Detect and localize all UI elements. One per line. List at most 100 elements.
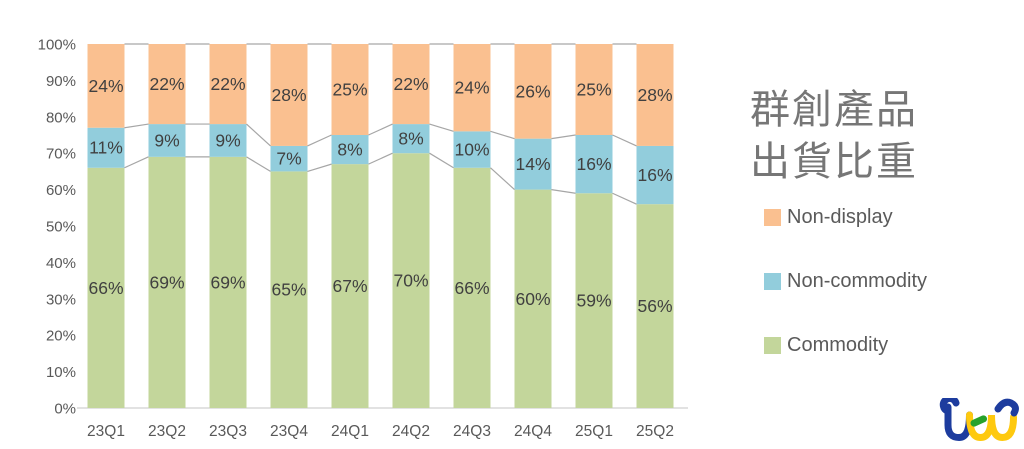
stacked-bar-chart: 0% 10% 20% 30% 40% 50% 60% 70% 80% 90% 100% 23Q1 23Q… [38, 37, 688, 440]
commodity-swatch-icon [764, 337, 781, 354]
series-connector-line [246, 123, 271, 147]
data-label: 14% [515, 154, 550, 174]
chart-legend: Non-display Non-commodity Commodity [764, 206, 927, 398]
data-label: 28% [271, 85, 306, 105]
y-axis-tick-label: 40% [46, 255, 76, 272]
data-label: 70% [393, 271, 428, 291]
data-label: 22% [149, 74, 184, 94]
bar-segment-non-display [514, 44, 552, 139]
y-axis-tick-label: 30% [46, 291, 76, 308]
bar-segment-non-commodity [636, 145, 674, 205]
data-label: 56% [637, 296, 672, 316]
bar-segment-non-commodity [270, 145, 308, 172]
bar-segment-non-display [270, 44, 308, 146]
series-connector-line [612, 134, 637, 147]
bar-segment-commodity [148, 156, 186, 408]
data-label: 69% [149, 272, 184, 292]
data-label: 65% [271, 280, 306, 300]
data-label: 66% [88, 278, 123, 298]
bar-segment-non-display [453, 44, 491, 132]
y-axis-tick-label: 70% [46, 146, 76, 163]
x-axis-category-label: 23Q3 [209, 423, 247, 440]
bar-segment-non-display [331, 44, 369, 135]
x-axis-category-label: 24Q1 [331, 423, 369, 440]
series-connector-line [612, 192, 637, 205]
bar-segment-non-commodity [87, 127, 125, 168]
data-label: 10% [454, 140, 489, 160]
data-label: 24% [88, 76, 123, 96]
series-connector-line [368, 152, 393, 165]
y-axis-tick-label: 0% [54, 401, 76, 418]
data-label: 25% [576, 80, 611, 100]
bar-segment-non-display [575, 44, 613, 135]
y-axis-tick-label: 80% [46, 109, 76, 126]
series-connector-line [490, 167, 515, 191]
bar-segment-non-commodity [392, 124, 430, 154]
data-label: 59% [576, 291, 611, 311]
data-label: 67% [332, 276, 367, 296]
series-connector-line [490, 130, 515, 140]
bar-segment-commodity [331, 164, 369, 408]
data-label: 69% [210, 272, 245, 292]
bar-segment-commodity [453, 167, 491, 408]
bar-segment-commodity [514, 189, 552, 408]
non-display-swatch-icon [764, 209, 781, 226]
bar-segment-commodity [575, 193, 613, 408]
y-axis-tick-label: 20% [46, 328, 76, 345]
x-axis-category-label: 23Q4 [270, 423, 308, 440]
data-label: 7% [276, 149, 301, 169]
bar-segment-commodity [87, 167, 125, 408]
series-connector-line [246, 156, 271, 172]
series-connector-line [307, 134, 332, 147]
bar-segment-commodity [636, 204, 674, 408]
data-label: 9% [215, 130, 240, 150]
legend-label: Commodity [787, 334, 889, 356]
x-axis-category-label: 23Q2 [148, 423, 186, 440]
bar-segment-non-display [209, 44, 247, 125]
x-axis-category-label: 24Q3 [453, 423, 491, 440]
bar-segment-non-commodity [209, 124, 247, 157]
bar-segment-non-commodity [148, 124, 186, 157]
bar-segment-non-display [636, 44, 674, 146]
data-label: 28% [637, 85, 672, 105]
chart-title-line-1: 群創產品 [750, 87, 918, 132]
series-connector-line [307, 163, 332, 172]
x-axis-category-label: 25Q2 [636, 423, 674, 440]
bar-segment-commodity [209, 156, 247, 408]
legend-item-non-commodity: Non-commodity [764, 270, 927, 293]
data-label: 60% [515, 289, 550, 309]
bar-segment-non-commodity [453, 131, 491, 168]
data-label: 26% [515, 81, 550, 101]
data-label: 8% [398, 129, 423, 149]
legend-label: Non-display [787, 206, 893, 228]
tej-logo-icon [939, 398, 1019, 442]
data-label: 16% [576, 154, 611, 174]
chart-title: 群創產品 出貨比重 [750, 84, 970, 188]
data-label: 9% [154, 130, 179, 150]
legend-label: Non-commodity [787, 270, 928, 292]
series-connector-line [551, 134, 576, 140]
bar-segment-non-display [148, 44, 186, 125]
legend-item-non-display: Non-display [764, 206, 927, 229]
x-axis-category-label: 25Q1 [575, 423, 613, 440]
data-label: 25% [332, 80, 367, 100]
chart-title-line-2: 出貨比重 [750, 139, 918, 184]
y-axis-tick-label: 50% [46, 219, 76, 236]
data-label: 22% [210, 74, 245, 94]
bar-segment-non-commodity [575, 135, 613, 194]
data-label: 66% [454, 278, 489, 298]
data-label: 22% [393, 74, 428, 94]
bar-segment-commodity [270, 171, 308, 408]
data-label: 11% [89, 138, 123, 158]
bar-segment-non-commodity [331, 135, 369, 165]
data-label: 8% [337, 140, 362, 160]
series-connector-line [429, 152, 454, 169]
data-label: 24% [454, 78, 489, 98]
y-axis-tick-label: 90% [46, 73, 76, 90]
y-axis-tick-label: 100% [38, 37, 76, 54]
y-axis-tick-label: 10% [46, 364, 76, 381]
legend-item-commodity: Commodity [764, 334, 927, 357]
x-axis-category-label: 24Q2 [392, 423, 430, 440]
bar-segment-non-display [392, 44, 430, 125]
